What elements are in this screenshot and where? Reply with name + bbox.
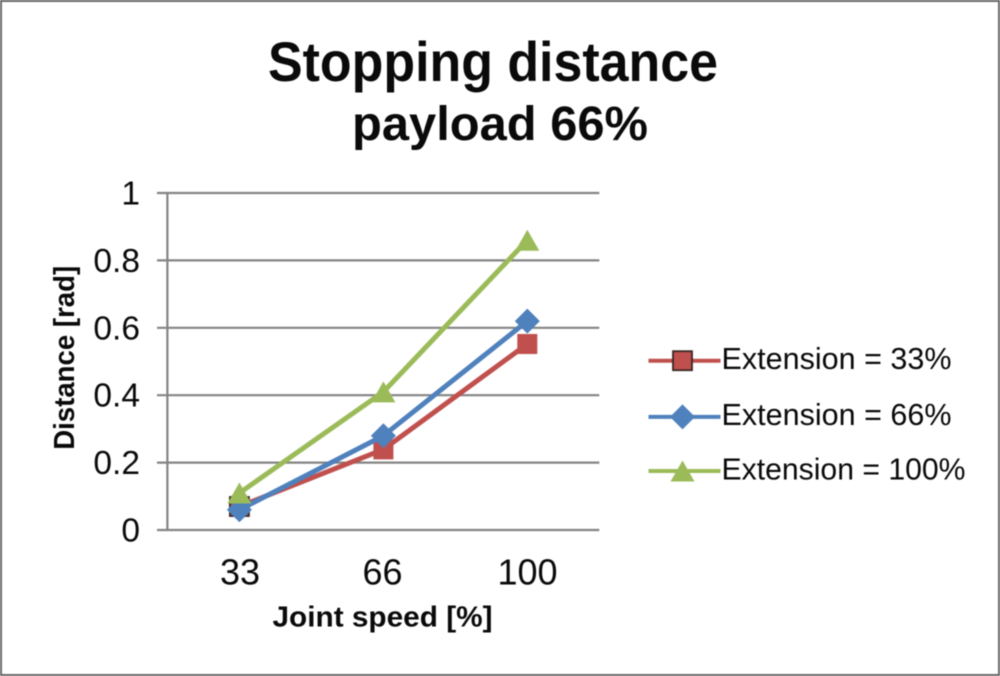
svg-text:0.8: 0.8	[93, 243, 140, 280]
svg-text:66: 66	[362, 552, 402, 593]
svg-text:payload 66%: payload 66%	[352, 98, 648, 151]
svg-text:0.6: 0.6	[93, 310, 140, 347]
svg-text:100: 100	[497, 552, 557, 593]
svg-text:33: 33	[220, 552, 260, 593]
svg-text:Stopping distance: Stopping distance	[268, 31, 718, 93]
svg-text:Extension = 66%: Extension = 66%	[722, 397, 952, 432]
svg-text:0: 0	[121, 513, 140, 550]
svg-text:Extension = 33%: Extension = 33%	[722, 341, 952, 376]
svg-text:Distance [rad]: Distance [rad]	[49, 266, 81, 450]
svg-text:Joint speed [%]: Joint speed [%]	[273, 602, 493, 634]
svg-text:0.2: 0.2	[93, 445, 140, 482]
svg-text:0.4: 0.4	[93, 378, 140, 415]
svg-text:Extension = 100%: Extension = 100%	[722, 451, 966, 486]
svg-text:1: 1	[121, 176, 140, 213]
